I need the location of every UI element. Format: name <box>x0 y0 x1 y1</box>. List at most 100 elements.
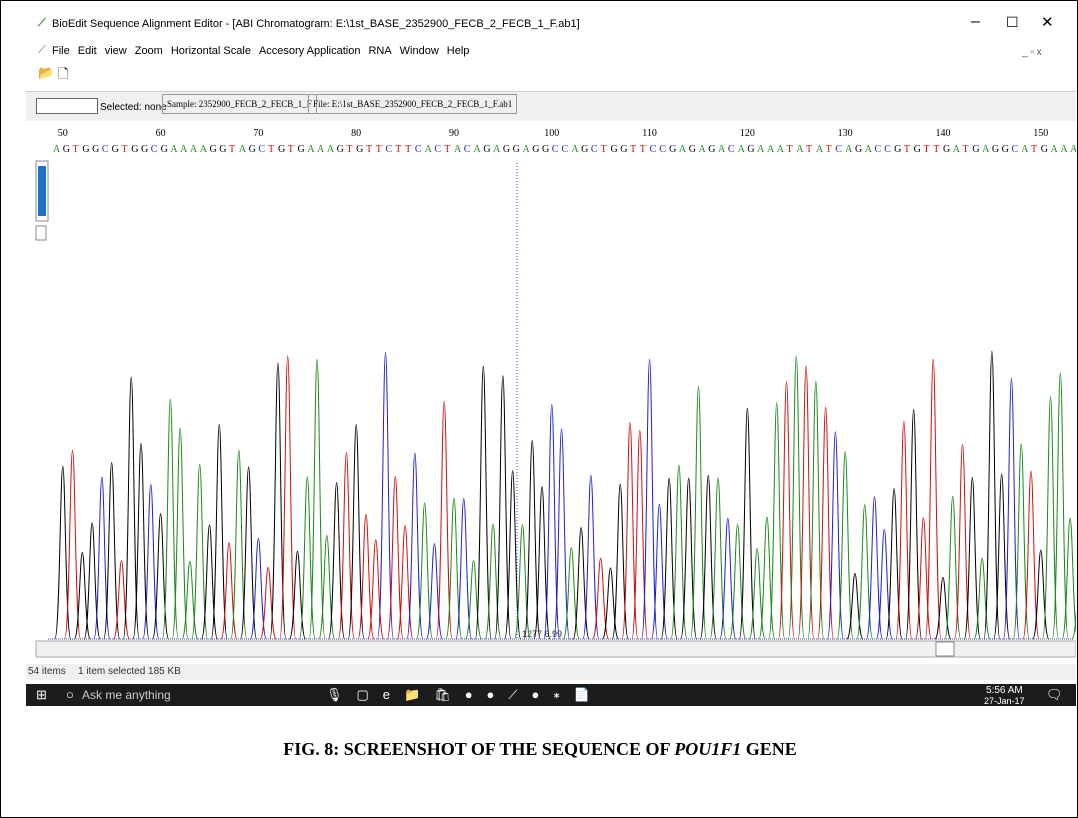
base-letter: T <box>630 144 636 155</box>
base-letter: A <box>474 144 482 155</box>
base-letter: G <box>356 144 363 155</box>
base-letter: G <box>141 144 148 155</box>
checkbox[interactable] <box>36 226 46 240</box>
base-letter: T <box>806 144 812 155</box>
taskbar-apps[interactable]: 🎙▢e📁🛍●●⟋●∗📄 <box>326 687 604 703</box>
base-letter: T <box>904 144 910 155</box>
menu-item[interactable]: Zoom <box>135 45 163 57</box>
base-letter: A <box>180 144 188 155</box>
base-letter: T <box>923 144 929 155</box>
base-letter: G <box>92 144 99 155</box>
menu-item[interactable]: view <box>105 45 127 57</box>
base-letter: G <box>82 144 89 155</box>
chromatogram: 1277 6.99 5060708090100110120130140150AG… <box>26 121 1076 664</box>
ruler-label: 90 <box>449 128 459 139</box>
base-letter: G <box>669 144 676 155</box>
app-icon: ⟋ <box>38 44 46 57</box>
sample-field: Sample: 2352900_FECB_2_FECB_1_F <box>162 94 317 114</box>
base-letter: C <box>659 144 666 155</box>
ruler-label: 80 <box>351 128 361 139</box>
app-icon: ⟋ <box>38 17 46 30</box>
notifications[interactable]: 🗨 <box>1046 687 1063 703</box>
menu-item[interactable]: Help <box>447 45 470 57</box>
base-letter: G <box>513 144 520 155</box>
ruler-label: 140 <box>935 128 950 139</box>
base-letter: A <box>53 144 61 155</box>
close-button[interactable]: ✕ <box>1041 13 1054 31</box>
open-button[interactable]: 📂 <box>38 65 54 81</box>
base-letter: C <box>728 144 735 155</box>
menu-list: File Edit view Zoom Horizontal Scale Accesory… <box>52 45 477 57</box>
base-letter: G <box>972 144 979 155</box>
base-letter: A <box>777 144 785 155</box>
ruler-label: 70 <box>253 128 263 139</box>
base-letter: C <box>258 144 265 155</box>
base-letter: T <box>444 144 450 155</box>
page: ⟋ BioEdit Sequence Alignment Editor - [A… <box>0 0 1078 818</box>
base-letter: A <box>170 144 178 155</box>
base-letter: G <box>161 144 168 155</box>
horizontal-scroll-thumb[interactable] <box>936 642 954 656</box>
base-letter: A <box>1021 144 1029 155</box>
base-letter: T <box>288 144 294 155</box>
base-letter: A <box>982 144 990 155</box>
vertical-scroll-thumb[interactable] <box>38 166 46 216</box>
base-letter: G <box>747 144 754 155</box>
base-letter: G <box>855 144 862 155</box>
base-letter: A <box>953 144 961 155</box>
base-letter: T <box>787 144 793 155</box>
base-letter: A <box>718 144 726 155</box>
taskbar: ⊞ ○ Ask me anything 🎙▢e📁🛍●●⟋●∗📄 5:56 AM … <box>26 684 1076 706</box>
ruler-label: 50 <box>58 128 68 139</box>
search-box[interactable]: Ask me anything <box>82 688 171 702</box>
start-button[interactable]: ⊞ <box>36 687 47 703</box>
base-letter: C <box>386 144 393 155</box>
menu-item[interactable]: Edit <box>78 45 97 57</box>
base-letter: G <box>689 144 696 155</box>
base-letter: T <box>73 144 79 155</box>
menu-item[interactable]: Accesory Application <box>259 45 361 57</box>
base-letter: A <box>767 144 775 155</box>
base-letter: A <box>865 144 873 155</box>
base-letter: C <box>464 144 471 155</box>
base-letter: G <box>992 144 999 155</box>
figure-caption: FIG. 8: SCREENSHOT OF THE SEQUENCE OF PO… <box>1 739 1078 760</box>
base-letter: C <box>434 144 441 155</box>
clock-date: 27-Jan-17 <box>984 696 1025 706</box>
menu-item[interactable]: Horizontal Scale <box>171 45 251 57</box>
ruler-label: 120 <box>740 128 755 139</box>
horizontal-scrollbar[interactable] <box>36 641 1076 657</box>
base-letter: T <box>963 144 969 155</box>
scale-slider[interactable] <box>36 98 98 114</box>
mdi-controls[interactable]: _ ▫ x <box>1022 47 1042 58</box>
base-letter: G <box>298 144 305 155</box>
base-letter: A <box>1051 144 1059 155</box>
base-letter: A <box>679 144 687 155</box>
ruler-label: 130 <box>838 128 853 139</box>
base-letter: G <box>131 144 138 155</box>
base-letter: T <box>346 144 352 155</box>
status-bar: 54 items 1 item selected 185 KB <box>26 664 1076 680</box>
base-letter: G <box>532 144 539 155</box>
base-letter: T <box>405 144 411 155</box>
maximize-button[interactable]: ☐ <box>1006 14 1019 31</box>
base-letter: A <box>239 144 247 155</box>
menu-item[interactable]: Window <box>400 45 439 57</box>
base-letter: A <box>327 144 335 155</box>
base-letter: T <box>640 144 646 155</box>
new-button[interactable]: 🗋 <box>58 65 68 87</box>
base-letter: G <box>112 144 119 155</box>
base-letter: G <box>249 144 256 155</box>
base-letter: T <box>826 144 832 155</box>
base-letter: A <box>845 144 853 155</box>
selection-status: 1 item selected 185 KB <box>78 666 181 677</box>
base-letter: G <box>278 144 285 155</box>
base-letter: G <box>894 144 901 155</box>
base-letter: G <box>337 144 344 155</box>
ruler-label: 150 <box>1033 128 1048 139</box>
base-letter: T <box>376 144 382 155</box>
menu-item[interactable]: File <box>52 45 70 57</box>
base-letter: A <box>796 144 804 155</box>
minimize-button[interactable]: – <box>971 13 980 31</box>
menu-item[interactable]: RNA <box>368 45 391 57</box>
